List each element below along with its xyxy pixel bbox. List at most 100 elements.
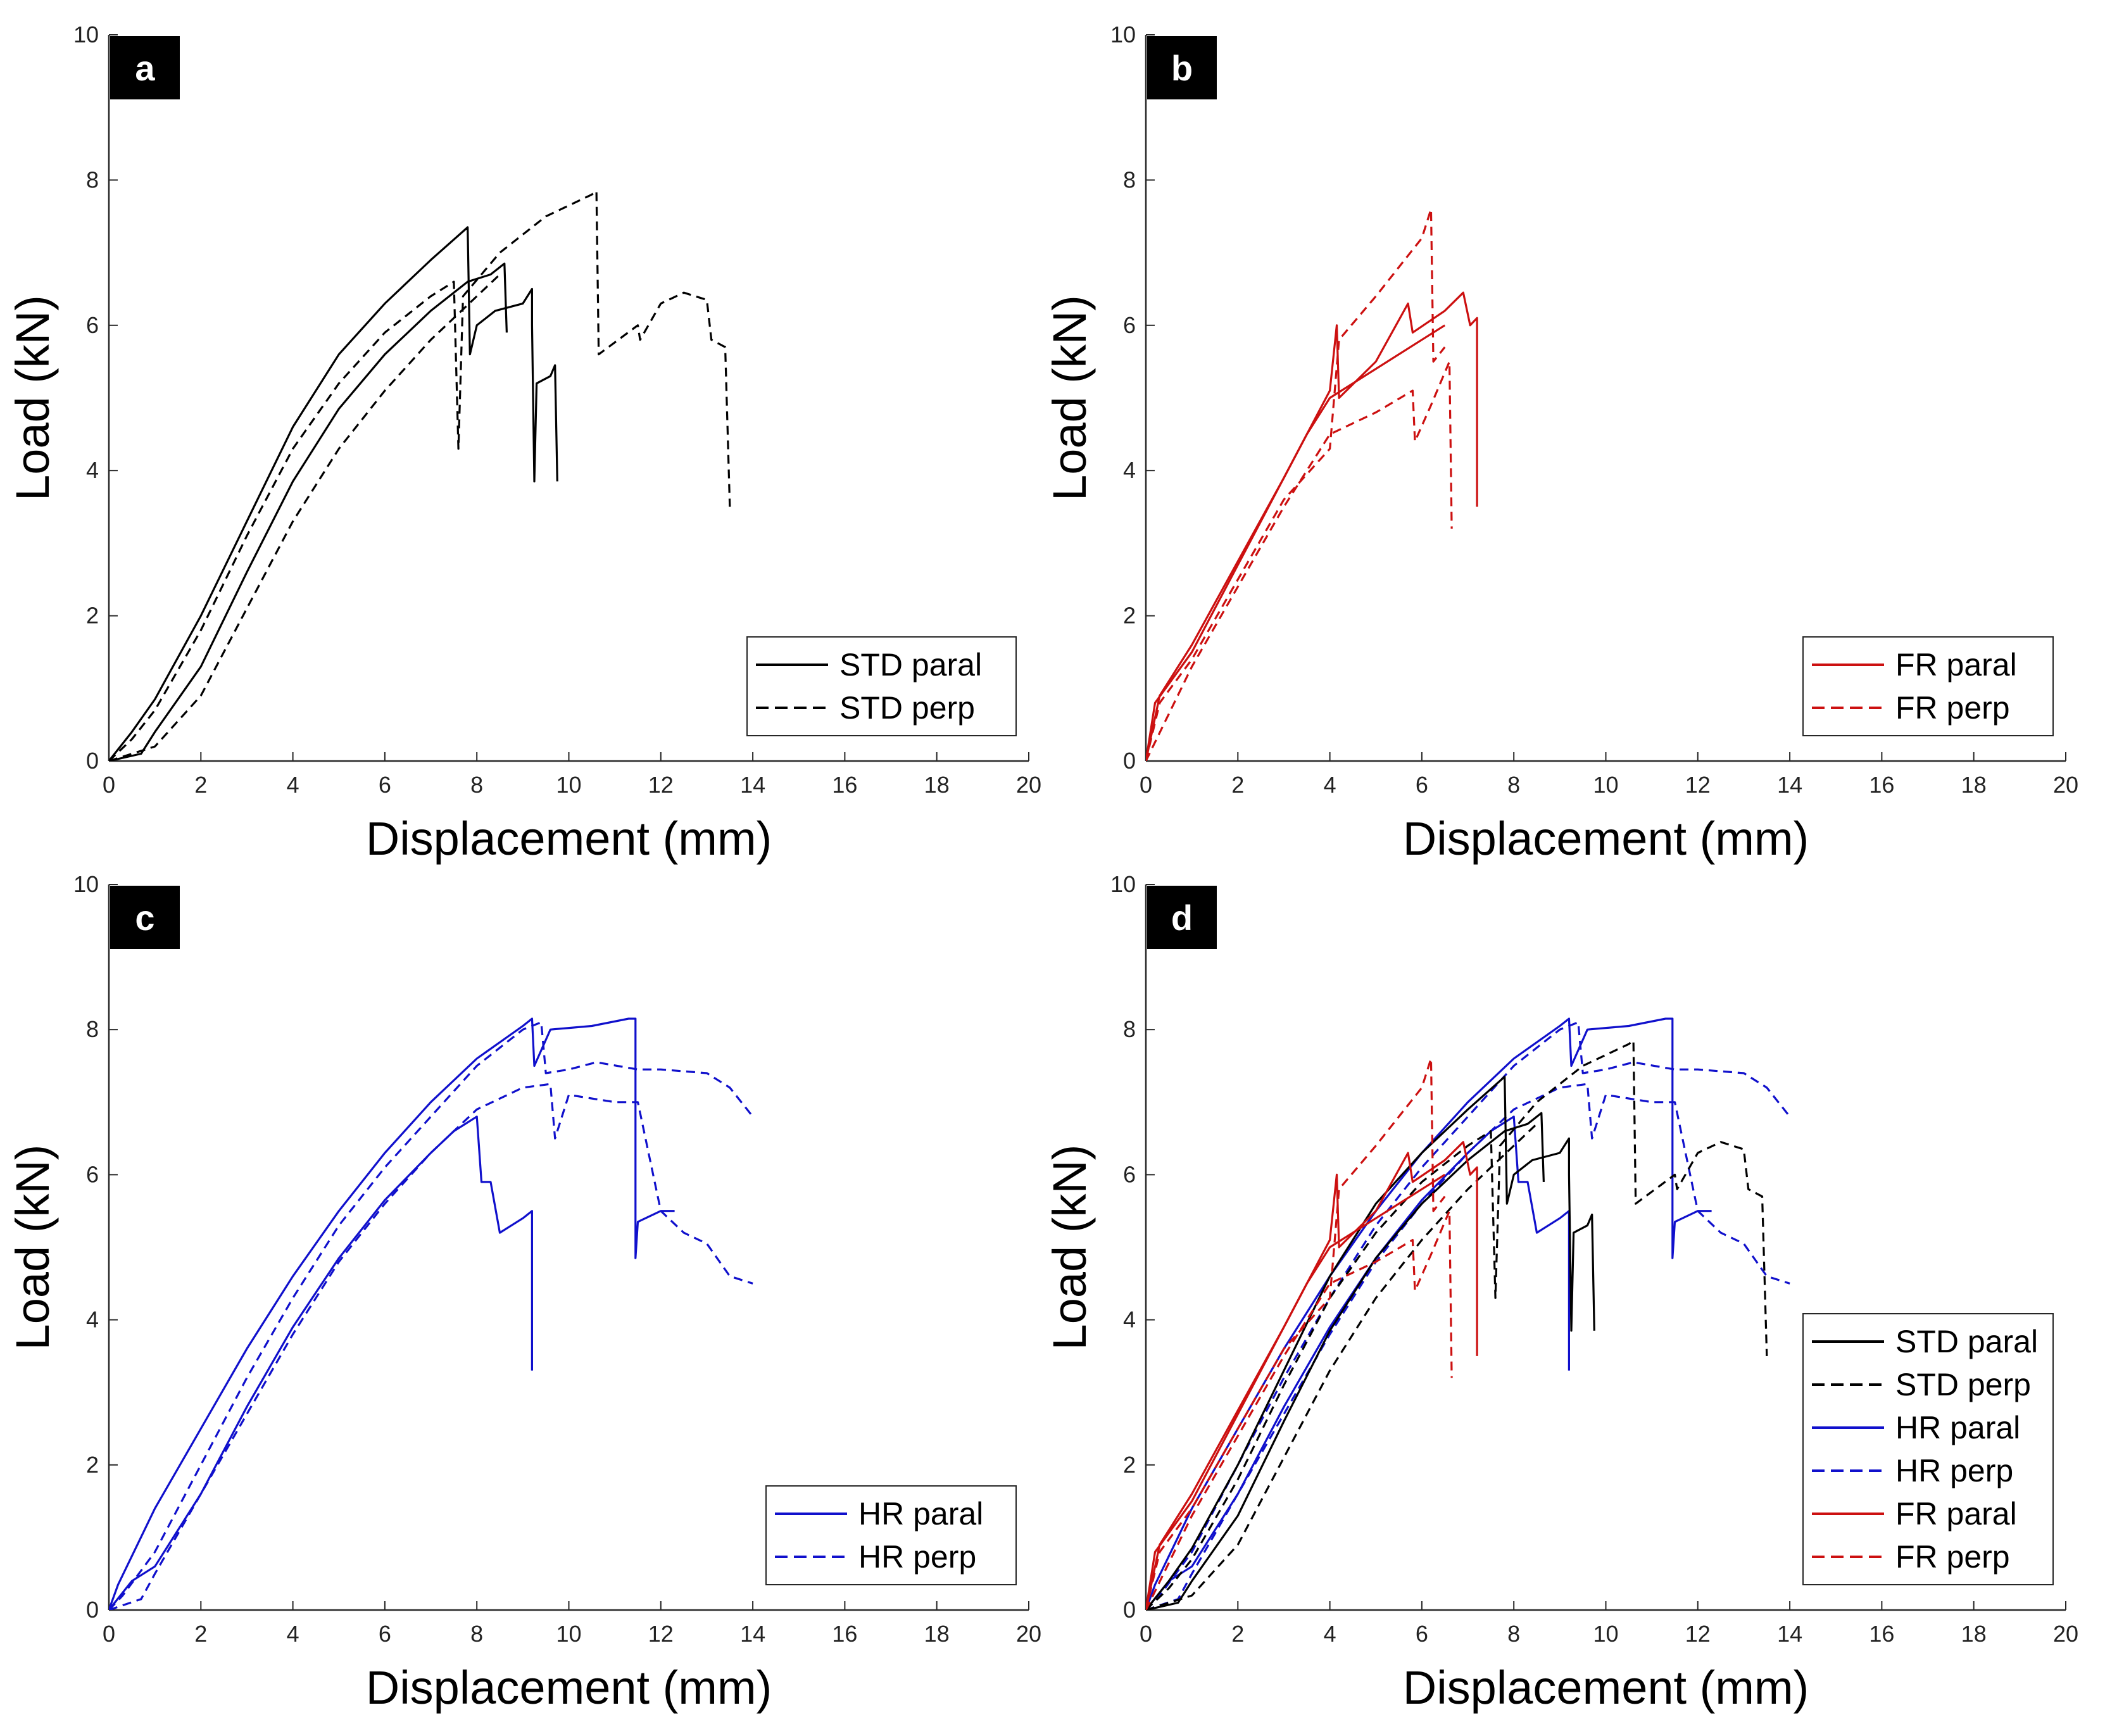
series-line-hr-perp: [109, 1083, 753, 1610]
series-group: [1146, 208, 1478, 761]
legend-label: STD paral: [1895, 1324, 2038, 1359]
legend-box: [765, 1485, 1017, 1585]
panel-letter: c: [135, 898, 154, 938]
series-line-fr-paral: [1146, 1174, 1446, 1610]
legend-label: HR paral: [858, 1496, 983, 1532]
x-tick-label: 16: [832, 772, 857, 798]
y-tick-label: 2: [86, 603, 99, 629]
series-line-std-perp: [1146, 1039, 1768, 1610]
y-tick-label: 0: [86, 1597, 99, 1623]
y-axis-label: Load (kN): [1043, 1145, 1096, 1350]
series-line-fr-paral: [1146, 324, 1446, 761]
series-line-std-paral: [109, 262, 508, 761]
legend-label: FR paral: [1895, 647, 2017, 682]
x-tick-label: 18: [924, 1621, 950, 1647]
x-tick-label: 0: [103, 772, 115, 798]
x-tick-label: 10: [1593, 772, 1618, 798]
legend-label: FR perp: [1895, 1539, 2010, 1575]
x-tick-label: 18: [1961, 772, 1987, 798]
x-tick-label: 20: [2053, 1621, 2078, 1647]
x-tick-label: 8: [470, 772, 483, 798]
series-line-hr-paral: [109, 1116, 533, 1610]
legend-box: [1802, 636, 2054, 736]
y-tick-label: 6: [86, 312, 99, 338]
series-line-std-perp: [109, 190, 731, 761]
x-tick-label: 10: [556, 1621, 581, 1647]
x-tick-label: 0: [1140, 772, 1152, 798]
y-tick-label: 10: [73, 22, 99, 47]
series-line-hr-perp: [109, 1021, 754, 1610]
series-line-fr-perp: [1146, 360, 1453, 761]
x-tick-label: 2: [1231, 772, 1244, 798]
x-tick-label: 20: [1016, 772, 1041, 798]
panel-letter-badge: [110, 886, 180, 949]
panel-letter-badge: [1147, 36, 1217, 99]
y-tick-label: 6: [1123, 1161, 1136, 1187]
x-tick-label: 14: [740, 772, 765, 798]
x-tick-label: 4: [287, 1621, 299, 1647]
series-group: [109, 190, 731, 761]
x-tick-label: 8: [1507, 1621, 1520, 1647]
series-line-fr-paral: [1146, 291, 1478, 761]
legend: STD paral STD perp HR paral HR perp FR paral…: [1802, 1313, 2054, 1585]
y-tick-label: 0: [86, 748, 99, 774]
y-tick-label: 6: [86, 1161, 99, 1187]
x-tick-label: 12: [1685, 1621, 1711, 1647]
y-axis-label: Load (kN): [6, 1145, 59, 1350]
x-axis-label: Displacement (mm): [366, 1661, 772, 1714]
y-tick-label: 0: [1123, 748, 1136, 774]
series-line-hr-paral: [1146, 1017, 1712, 1610]
legend-box: [746, 636, 1017, 736]
x-tick-label: 18: [924, 772, 950, 798]
x-tick-label: 4: [1324, 772, 1336, 798]
legend-box: [1802, 1313, 2054, 1585]
y-tick-label: 10: [1110, 22, 1136, 47]
x-tick-label: 2: [194, 772, 207, 798]
legend: HR paral HR perp: [765, 1485, 1017, 1585]
y-tick-label: 0: [1123, 1597, 1136, 1623]
x-tick-label: 0: [103, 1621, 115, 1647]
y-axis-label: Load (kN): [1043, 295, 1096, 501]
x-tick-label: 16: [1869, 772, 1894, 798]
x-tick-label: 8: [1507, 772, 1520, 798]
legend-label: STD perp: [839, 690, 975, 726]
y-tick-label: 8: [1123, 1016, 1136, 1042]
panel-c: 0 2 4 6 8 10 12 14 16 18 20 0 2 4 6 8 10 Displacement (mm…: [6, 871, 1041, 1714]
y-tick-label: 8: [1123, 167, 1136, 192]
legend-label: HR perp: [1895, 1453, 2013, 1488]
y-tick-label: 8: [86, 167, 99, 192]
y-axis-label: Load (kN): [6, 295, 59, 501]
legend-label: FR paral: [1895, 1496, 2017, 1532]
x-tick-label: 16: [1869, 1621, 1894, 1647]
x-tick-label: 4: [1324, 1621, 1336, 1647]
x-tick-label: 2: [1231, 1621, 1244, 1647]
x-tick-label: 20: [2053, 772, 2078, 798]
x-tick-label: 8: [470, 1621, 483, 1647]
series-line-hr-paral: [1146, 1116, 1570, 1610]
y-tick-label: 8: [86, 1016, 99, 1042]
y-tick-label: 10: [1110, 871, 1136, 897]
series-line-fr-perp: [1146, 1210, 1453, 1610]
y-tick-label: 6: [1123, 312, 1136, 338]
legend-label: HR perp: [858, 1539, 976, 1575]
panel-a: 0 2 4 6 8 10 12 14 16 18 20 0 2 4 6 8 10 Displacement (mm…: [6, 22, 1041, 865]
series-line-std-paral: [1146, 1112, 1545, 1610]
x-tick-label: 6: [1416, 1621, 1428, 1647]
series-line-std-perp: [109, 274, 501, 761]
x-tick-label: 14: [1777, 1621, 1802, 1647]
x-tick-label: 18: [1961, 1621, 1987, 1647]
legend: FR paral FR perp: [1802, 636, 2054, 736]
panel-letter: b: [1171, 48, 1193, 88]
x-tick-label: 12: [1685, 772, 1711, 798]
x-tick-label: 2: [194, 1621, 207, 1647]
series-line-std-paral: [1146, 1076, 1595, 1610]
x-tick-label: 10: [1593, 1621, 1618, 1647]
legend-label: STD perp: [1895, 1367, 2031, 1402]
x-axis-label: Displacement (mm): [1403, 1661, 1809, 1714]
panel-letter: d: [1171, 898, 1193, 938]
x-tick-label: 0: [1140, 1621, 1152, 1647]
y-tick-label: 10: [73, 871, 99, 897]
y-tick-label: 4: [86, 457, 99, 483]
panel-b: 0 2 4 6 8 10 12 14 16 18 20 0 2 4 6 8 10 Displacement (mm…: [1043, 22, 2078, 865]
series-group: [1146, 1017, 1791, 1610]
